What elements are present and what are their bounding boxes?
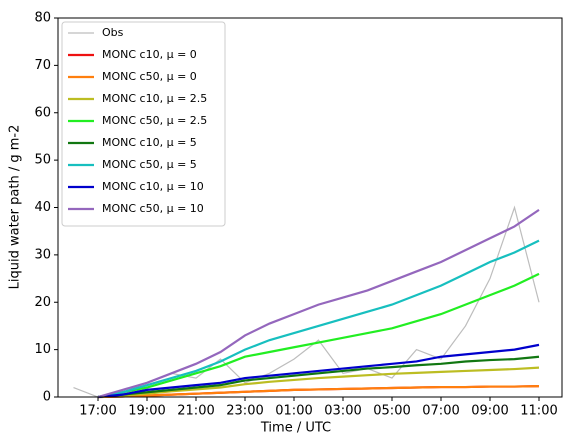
legend-label: MONC c50, μ = 5 <box>102 158 197 171</box>
series-line <box>97 355 540 399</box>
legend: Obs MONC c10, μ = 0 MONC c50, μ = 0 MONC c1… <box>61 21 226 227</box>
plot-frame <box>57 17 563 398</box>
plot-area <box>73 205 540 399</box>
x-tick-label: 01:00 <box>275 404 312 419</box>
y-tick-label: 80 <box>34 11 51 26</box>
x-tick-label: 21:00 <box>177 404 214 419</box>
legend-label: MONC c10, μ = 5 <box>102 136 197 149</box>
x-tick-label: 05:00 <box>373 404 410 419</box>
series-line <box>97 385 540 399</box>
x-tick-label: 23:00 <box>226 404 263 419</box>
y-tick-label: 40 <box>34 200 51 215</box>
legend-label: MONC c10, μ = 2.5 <box>102 92 207 105</box>
legend-label: MONC c50, μ = 0 <box>102 70 197 83</box>
legend-label: MONC c10, μ = 10 <box>102 180 204 193</box>
y-tick-label: 20 <box>34 295 51 310</box>
y-tick-label: 70 <box>34 58 51 73</box>
series-line <box>97 239 540 399</box>
legend-label: MONC c50, μ = 10 <box>102 202 204 215</box>
x-tick-label: 07:00 <box>422 404 459 419</box>
series-line <box>97 208 540 399</box>
legend-box <box>61 21 226 227</box>
x-tick-label: 09:00 <box>471 404 508 419</box>
x-tick-label: 11:00 <box>520 404 557 419</box>
x-tick-label: 17:00 <box>79 404 116 419</box>
y-tick-label: 0 <box>43 390 51 405</box>
y-tick-label: 30 <box>34 247 51 262</box>
legend-label: Obs <box>102 26 124 39</box>
y-axis-label: Liquid water path / g m-2 <box>8 125 23 290</box>
series-line <box>97 343 540 399</box>
series-line <box>97 272 540 399</box>
series-line <box>97 366 540 399</box>
x-axis-label: Time / UTC <box>260 421 331 436</box>
legend-label: MONC c50, μ = 2.5 <box>102 114 207 127</box>
x-tick-label: 03:00 <box>324 404 361 419</box>
x-tick-label: 19:00 <box>128 404 165 419</box>
y-tick-label: 50 <box>34 153 51 168</box>
y-tick-label: 60 <box>34 105 51 120</box>
legend-label: MONC c10, μ = 0 <box>102 48 197 61</box>
y-tick-label: 10 <box>34 342 51 357</box>
